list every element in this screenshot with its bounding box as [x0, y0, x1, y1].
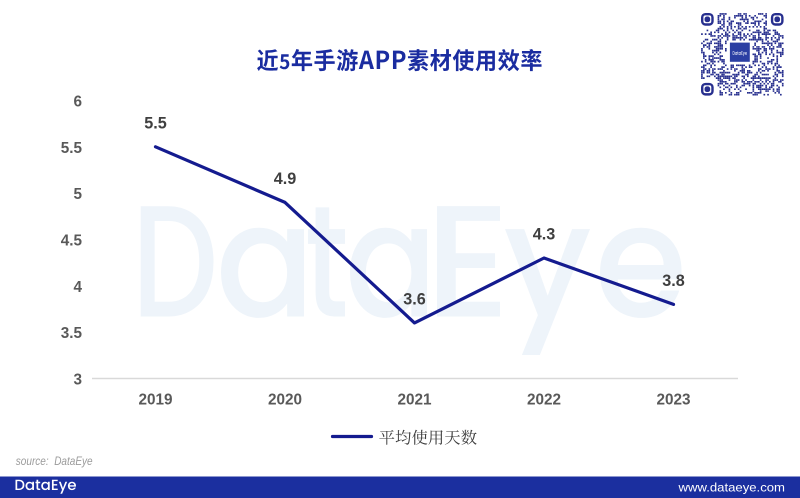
- svg-text:4.5: 4.5: [61, 233, 83, 250]
- svg-text:3: 3: [73, 372, 82, 389]
- svg-text:6: 6: [73, 94, 82, 111]
- svg-text:4.9: 4.9: [274, 170, 297, 188]
- svg-text:4: 4: [73, 279, 82, 296]
- svg-text:2019: 2019: [138, 391, 172, 408]
- svg-text:www.dataeye.com: www.dataeye.com: [677, 481, 785, 495]
- svg-text:3.6: 3.6: [403, 291, 426, 309]
- svg-text:5: 5: [73, 186, 82, 203]
- svg-text:2023: 2023: [656, 391, 690, 408]
- svg-text:2021: 2021: [397, 391, 432, 408]
- svg-text:3.5: 3.5: [61, 325, 83, 342]
- svg-text:4.3: 4.3: [533, 226, 556, 244]
- svg-text:5.5: 5.5: [61, 140, 83, 157]
- svg-text:3.8: 3.8: [662, 272, 685, 290]
- svg-text:2020: 2020: [268, 391, 302, 408]
- svg-text:source: DataEye: source: DataEye: [16, 454, 93, 468]
- svg-text:2022: 2022: [527, 391, 561, 408]
- svg-text:5.5: 5.5: [144, 115, 167, 133]
